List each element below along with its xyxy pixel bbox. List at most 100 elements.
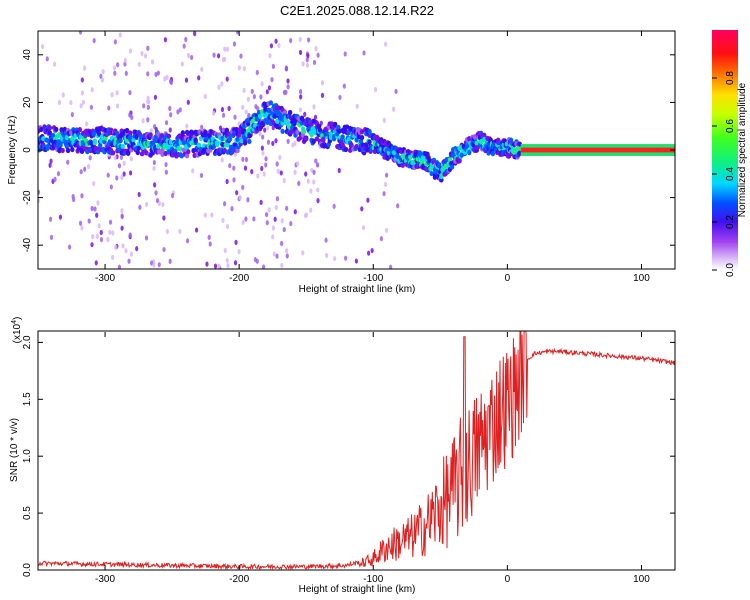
spectrogram-cell — [242, 65, 246, 72]
spectrogram-cell — [359, 134, 365, 141]
spectrogram-cell — [223, 46, 227, 52]
spectrogram-cell — [225, 257, 229, 264]
snr-ytick-label: 1.0 — [22, 449, 33, 463]
spectrogram-cell — [268, 53, 272, 59]
spectrogram-cell — [79, 103, 83, 109]
spectrogram-cell — [304, 171, 308, 177]
spectrogram-cell — [242, 87, 246, 94]
spectrogram-cell — [395, 152, 400, 159]
spectrogram-ytick-label: -20 — [22, 190, 33, 205]
spectrogram-cell — [262, 171, 266, 177]
spectrogram-cell — [185, 238, 190, 244]
spectrogram-cell — [95, 233, 99, 240]
spectrogram-cell — [271, 63, 276, 69]
spectrogram-cell — [235, 147, 240, 154]
spectrogram-cell — [303, 213, 308, 219]
spectrogram-cell — [123, 57, 127, 63]
spectrogram-cell — [373, 87, 378, 93]
spectrogram-cell — [90, 87, 94, 93]
spectrogram-cell — [367, 250, 371, 256]
spectrogram-cell — [184, 153, 190, 159]
spectrogram-cell — [106, 172, 110, 178]
spectrogram-cell — [210, 212, 214, 218]
spectrogram-cell — [284, 65, 289, 71]
spectrogram-cell — [90, 205, 94, 212]
spectrogram-cell — [169, 78, 173, 85]
spectrogram-cell — [135, 149, 140, 156]
spectrogram-cell — [223, 247, 227, 254]
spectrogram-y-label: Frequency (Hz) — [7, 116, 18, 185]
colorbar-tick-label: 0.8 — [725, 71, 736, 85]
spectrogram-cell — [129, 156, 133, 162]
spectrogram-cell — [193, 31, 197, 37]
spectrogram-cell — [332, 203, 336, 209]
spectrogram-cell — [237, 65, 241, 71]
spectrogram-cell — [41, 44, 45, 50]
spectrogram-xtick-label: -100 — [363, 273, 383, 284]
spectrogram-cell — [124, 248, 128, 254]
snr-scale-base: (x10 — [12, 323, 23, 343]
spectrogram-xtick-label: -200 — [229, 273, 249, 284]
snr-ytick-label: 0.0 — [22, 563, 33, 577]
spectrogram-cell — [246, 197, 250, 203]
spectrogram-cell — [265, 89, 269, 95]
spectrogram-cell — [191, 168, 195, 174]
spectrogram-cell — [196, 142, 202, 148]
spectrogram-cell — [264, 156, 268, 162]
spectrogram-cell — [225, 46, 230, 52]
spectrogram-cell — [305, 62, 309, 68]
spectrogram-cell — [165, 228, 169, 235]
snr-xtick-label: -300 — [95, 574, 115, 585]
spectrogram-cell — [185, 123, 189, 129]
spectrogram-cell — [324, 237, 328, 243]
spectrogram-cell — [312, 179, 316, 185]
spectrogram-cell — [271, 234, 275, 240]
spectrogram-cell — [101, 69, 105, 75]
spectrogram-cell — [120, 143, 125, 149]
spectrogram-cell — [98, 142, 103, 148]
spectrogram-cell — [325, 252, 329, 259]
spectrogram-cell — [170, 193, 175, 199]
spectrogram-cell — [111, 254, 115, 260]
spectrogram-cell — [235, 31, 240, 35]
spectrogram-cell — [113, 39, 117, 45]
spectrogram-cell — [333, 255, 337, 262]
spectrogram-cell — [199, 172, 204, 179]
spectrogram-cell — [96, 131, 102, 137]
colorbar-tick-label: 0.6 — [725, 119, 736, 133]
spectrogram-cell — [305, 57, 309, 63]
spectrogram-cell — [244, 156, 249, 163]
spectrogram-cell — [271, 225, 275, 231]
spectrogram-cell — [157, 200, 161, 207]
spectrogram-cell — [135, 246, 139, 252]
spectrogram-cell — [124, 70, 128, 77]
spectrogram-cell — [268, 100, 274, 106]
snr-x-label: Height of straight line (km) — [299, 584, 416, 595]
spectrogram-cell — [234, 239, 238, 245]
spectrogram-cell — [367, 128, 372, 135]
spectrogram-cell — [359, 129, 365, 135]
spectrogram-cell — [235, 136, 240, 142]
spectrogram-cell — [360, 206, 364, 212]
spectrogram-cell — [157, 262, 161, 268]
spectrogram-cell — [355, 103, 359, 109]
spectrogram-cell — [112, 65, 117, 71]
spectrogram-cell — [235, 190, 239, 196]
spectrogram-cell — [120, 207, 124, 214]
spectrogram-cell — [396, 203, 400, 209]
spectrogram-cell — [313, 114, 318, 120]
spectrogram-cell — [391, 150, 397, 156]
spectrogram-cell — [91, 234, 95, 240]
spectrogram-cell — [227, 136, 233, 142]
spectrogram-cell — [437, 162, 442, 168]
spectrogram-cell — [124, 127, 130, 134]
spectrogram-cell — [163, 37, 168, 43]
spectrogram-cell — [80, 225, 84, 231]
spectrogram-cell — [258, 131, 262, 137]
spectrogram-cell — [216, 53, 221, 59]
spectrogram-cell — [247, 138, 252, 145]
spectrogram-cell — [53, 176, 57, 182]
spectrogram-cell — [221, 217, 225, 224]
spectrogram-cell — [131, 137, 136, 144]
